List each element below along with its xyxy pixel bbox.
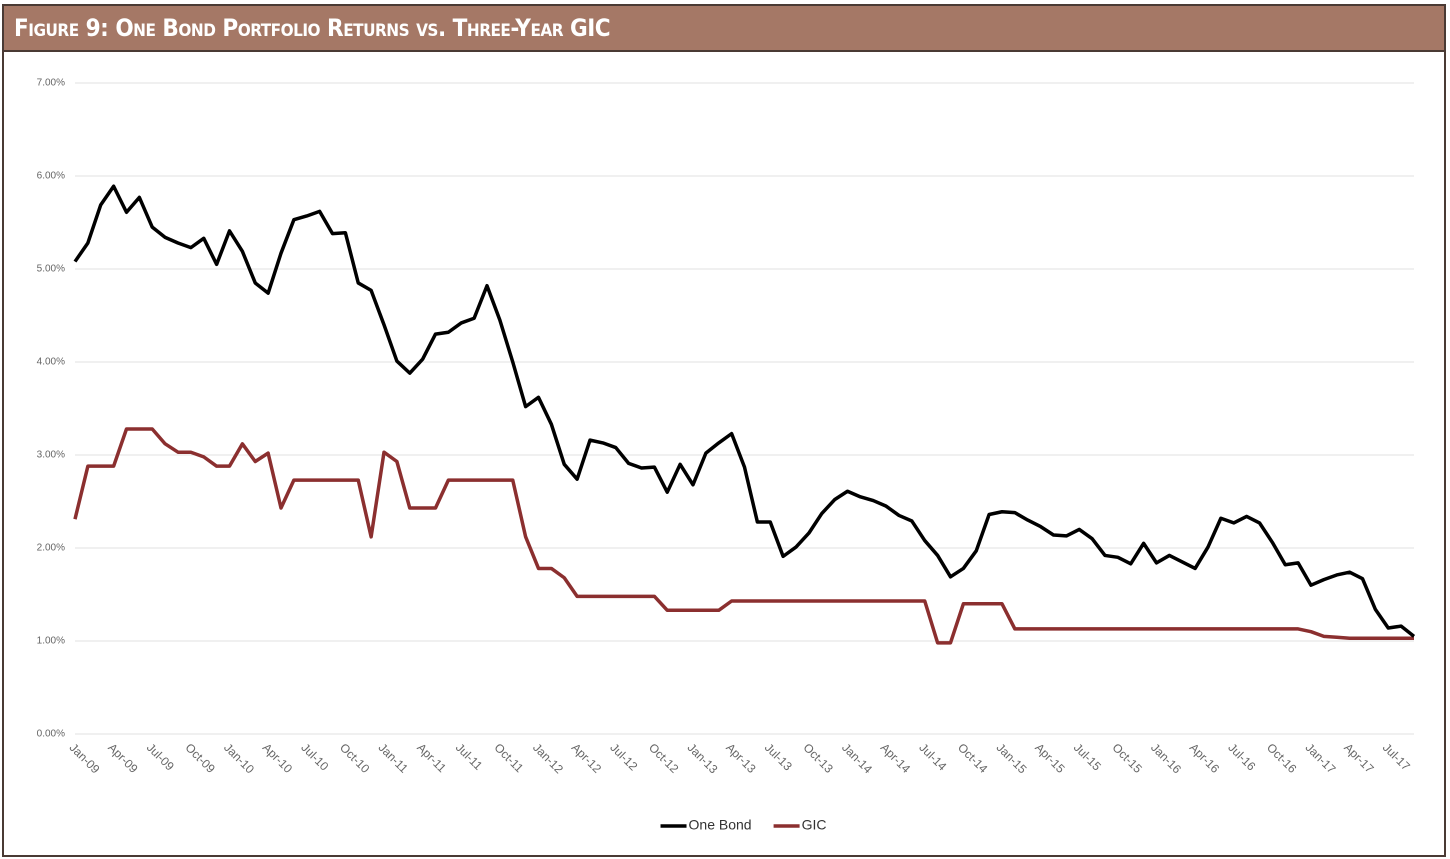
y-tick-label: 6.00%: [37, 171, 65, 182]
x-tick-label: Oct-11: [492, 740, 527, 775]
y-tick-label: 0.00%: [37, 729, 65, 740]
x-tick-label: Jan-15: [994, 740, 1030, 776]
x-tick-label: Jul-10: [298, 740, 331, 773]
x-tick-label: Jan-14: [839, 740, 875, 776]
x-tick-label: Jan-13: [685, 740, 721, 776]
data-line: [73, 427, 1414, 645]
data-line: [73, 184, 1416, 638]
x-tick-label: Apr-14: [878, 740, 914, 776]
y-tick-label: 4.00%: [37, 357, 65, 368]
x-tick-label: Jan-09: [67, 740, 103, 776]
x-tick-label: Jan-11: [376, 740, 411, 775]
x-tick-label: Apr-10: [260, 740, 296, 776]
x-tick-label: Jul-09: [144, 740, 177, 773]
y-tick-label: 5.00%: [37, 264, 65, 275]
chart-title: Figure 9: One Bond Portfolio Returns vs.…: [14, 14, 611, 42]
legend-label: GIC: [802, 817, 827, 833]
x-tick-label: Jan-17: [1303, 740, 1339, 776]
x-tick-label: Apr-11: [414, 740, 449, 775]
x-tick-label: Oct-14: [955, 740, 991, 776]
x-tick-label: Jan-10: [221, 740, 257, 776]
x-tick-label: Oct-10: [337, 740, 373, 776]
x-tick-label: Jul-16: [1225, 740, 1258, 773]
x-tick-label: Apr-17: [1341, 740, 1377, 776]
y-tick-label: 7.00%: [37, 78, 65, 89]
x-tick-label: Jul-12: [607, 740, 640, 773]
x-tick-label: Apr-16: [1187, 740, 1223, 776]
x-tick-label: Oct-16: [1264, 740, 1300, 776]
x-tick-label: Oct-09: [183, 740, 219, 776]
x-tick-label: Jul-17: [1380, 740, 1413, 773]
legend-label: One Bond: [689, 817, 752, 833]
x-tick-label: Oct-15: [1110, 740, 1146, 776]
y-tick-label: 2.00%: [37, 543, 65, 554]
x-tick-label: Apr-13: [723, 740, 759, 776]
y-tick-label: 1.00%: [37, 636, 65, 647]
x-tick-label: Apr-15: [1032, 740, 1068, 776]
x-tick-label: Jul-13: [762, 740, 795, 773]
x-tick-label: Oct-12: [646, 740, 682, 776]
figure-frame: Figure 9: One Bond Portfolio Returns vs.…: [2, 4, 1446, 857]
x-tick-label: Apr-12: [569, 740, 605, 776]
y-tick-label: 3.00%: [37, 450, 65, 461]
x-tick-label: Oct-13: [801, 740, 837, 776]
x-tick-label: Jan-16: [1148, 740, 1184, 776]
x-tick-label: Jul-11: [453, 740, 486, 773]
header-bar: Figure 9: One Bond Portfolio Returns vs.…: [4, 6, 1444, 52]
x-tick-label: Jan-12: [530, 740, 566, 776]
x-tick-label: Jul-15: [1071, 740, 1104, 773]
x-tick-label: Jul-14: [916, 740, 949, 773]
x-tick-label: Apr-09: [105, 740, 141, 776]
